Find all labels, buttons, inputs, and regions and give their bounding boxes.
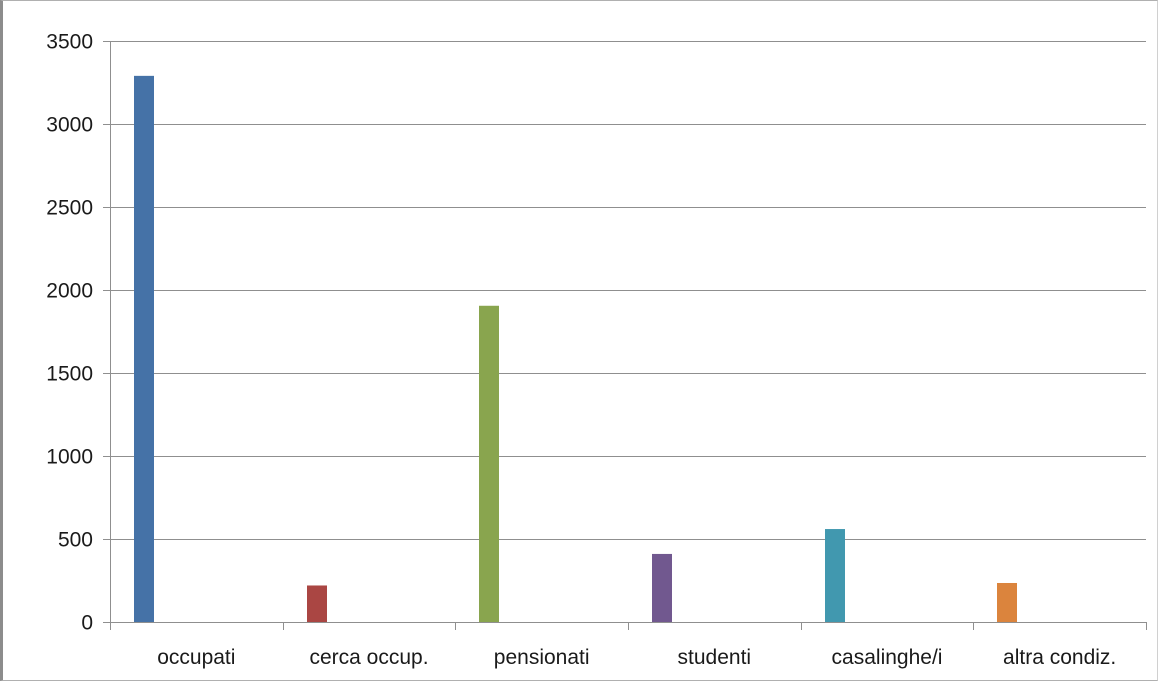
y-tick-label: 1000 [46,446,93,469]
bars [134,75,1017,623]
bar-chart: 0 500 1000 1500 2000 2500 3000 3500 occupati cer… [46,31,1147,669]
bar-studenti [652,553,672,622]
y-tick-label: 500 [58,529,93,552]
axes [103,41,1147,630]
y-tick-labels: 0 500 1000 1500 2000 2500 3000 3500 [46,31,93,635]
gridlines [110,41,1146,540]
x-tick-label: occupati [157,646,235,669]
x-tick-label: pensionati [494,646,590,669]
y-tick-label: 2500 [46,197,93,220]
bar-occupati [134,75,154,623]
x-tick-label: casalinghe/i [832,646,943,669]
x-tick-label: cerca occup. [309,646,428,669]
y-tick-label: 3000 [46,114,93,137]
y-tick-label: 0 [81,612,93,635]
bar-casalinghe-i [825,529,845,622]
bar-altra-condiz [997,582,1017,622]
y-tick-label: 2000 [46,280,93,303]
bar-pensionati [479,305,499,622]
x-tick-label: studenti [678,646,752,669]
x-tick-label: altra condiz. [1003,646,1116,669]
y-tick-label: 3500 [46,31,93,54]
y-tick-label: 1500 [46,363,93,386]
x-tick-labels: occupati cerca occup. pensionati studenti ca… [157,646,1116,669]
bar-cerca-occup [307,585,327,622]
